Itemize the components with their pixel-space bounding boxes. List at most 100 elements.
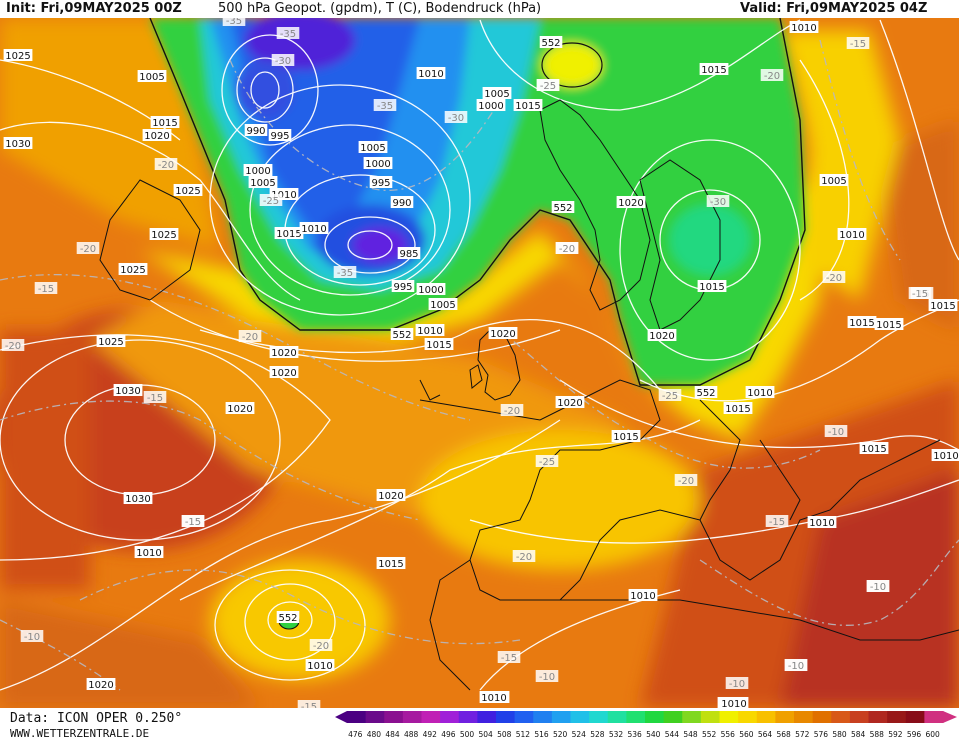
isotherm-label: -20 <box>76 242 100 255</box>
isotherm-label-box <box>536 79 560 91</box>
colorbar-swatch <box>477 711 497 723</box>
isotherm-label-text: -25 <box>539 457 555 468</box>
isobar-label: 1005 <box>358 141 388 154</box>
geopotential-label-text: 552 <box>392 330 411 341</box>
isobar-label: 1025 <box>149 228 179 241</box>
isobar-label-text: 1020 <box>271 348 296 359</box>
isotherm-label-box <box>20 630 44 642</box>
isotherm-label-box <box>444 111 468 123</box>
isotherm-label-text: -20 <box>516 552 532 563</box>
colorbar-legend: 476 480 484 488 492 496 500 504 508 512 516 520 524 5… <box>335 711 957 739</box>
isotherm-label-box <box>846 37 870 49</box>
colorbar-tick-label: 564 <box>758 730 773 739</box>
isobar-label-text: 1010 <box>839 230 864 241</box>
isotherm-label-box <box>1 339 25 351</box>
isobar-label-box <box>86 678 116 690</box>
isobar-label-text: 1005 <box>139 72 164 83</box>
colorbar-tick-label: 552 <box>702 730 717 739</box>
colorbar-tick-label: 500 <box>460 730 475 739</box>
colorbar-swatch <box>514 711 534 723</box>
colorbar-tick-label: 540 <box>646 730 661 739</box>
isobar-label-box <box>376 557 406 569</box>
isobar-label-box <box>723 402 753 414</box>
colorbar-tick-label: 560 <box>739 730 754 739</box>
colorbar-swatch <box>365 711 385 723</box>
isobar-label-box <box>719 697 749 708</box>
isotherm-label: -15 <box>297 700 321 708</box>
isobar-label-box <box>616 196 646 208</box>
colorbar-tick-label: 484 <box>385 730 400 739</box>
isobar-label-text: 1020 <box>557 398 582 409</box>
isobar-label-box <box>807 516 837 528</box>
colorbar-swatch <box>924 711 944 723</box>
isobar-label-box <box>390 196 414 208</box>
isobar-label-text: 1015 <box>725 404 750 415</box>
colorbar-tick-label: 572 <box>795 730 810 739</box>
colorbar-swatch <box>738 711 758 723</box>
isotherm-label-box <box>333 266 357 278</box>
isobar-label: 1015 <box>723 402 753 415</box>
isotherm-label-box <box>706 195 730 207</box>
isobar-label: 1010 <box>807 516 837 529</box>
isobar-label-text: 1005 <box>430 300 455 311</box>
isobar-label-text: 1020 <box>618 198 643 209</box>
isobar-label: 1030 <box>113 384 143 397</box>
isobar-label-box <box>123 492 153 504</box>
colorbar-swatch <box>570 711 590 723</box>
isobar-label-text: 1025 <box>98 337 123 348</box>
colorbar-swatch <box>626 711 646 723</box>
isobar-label: 1015 <box>699 63 729 76</box>
isobar-label: 1010 <box>931 449 959 462</box>
isotherm-label: -35 <box>373 99 397 112</box>
geopotential-label: 552 <box>390 328 414 341</box>
isotherm-label-text: -20 <box>80 244 96 255</box>
colorbar-swatch <box>887 711 907 723</box>
isotherm-label: -15 <box>34 282 58 295</box>
isotherm-label-box <box>181 515 205 527</box>
isotherm-label: -25 <box>536 79 560 92</box>
isobar-label: 1015 <box>150 116 180 129</box>
isobar-label: 1015 <box>513 99 543 112</box>
isobar-label-text: 1005 <box>821 176 846 187</box>
isotherm-label-box <box>222 18 246 26</box>
colorbar-swatch <box>384 711 404 723</box>
isobar-label-box <box>269 366 299 378</box>
isotherm-label-text: -35 <box>377 101 393 112</box>
isobar-label: 1015 <box>424 338 454 351</box>
valid-time-label: Valid: Fri,09MAY2025 04Z <box>740 1 928 16</box>
colorbar-swatch <box>421 711 441 723</box>
isobar-label-box <box>358 141 388 153</box>
isobar-label-box <box>3 49 33 61</box>
isotherm-label-box <box>238 330 262 342</box>
isotherm-label-text: -15 <box>301 702 317 708</box>
isobar-label-box <box>142 129 172 141</box>
isotherm-label-box <box>373 99 397 111</box>
data-source-label: Data: ICON OPER 0.250° <box>10 711 183 726</box>
isobar-label-box <box>150 116 180 128</box>
isobar-label-text: 1015 <box>378 559 403 570</box>
isobar-label-box <box>476 99 506 111</box>
isotherm-label-text: -15 <box>501 653 517 664</box>
isobar-label-text: 1000 <box>245 166 270 177</box>
geopotential-label-box <box>551 201 575 213</box>
isotherm-label: -10 <box>535 670 559 683</box>
init-time-label: Init: Fri,09MAY2025 00Z <box>6 1 182 16</box>
isobar-label-box <box>428 298 458 310</box>
isobar-label: 1030 <box>123 492 153 505</box>
isotherm-label-box <box>76 242 100 254</box>
isotherm-label-box <box>725 677 749 689</box>
colorbar-tick-label: 516 <box>534 730 549 739</box>
geopotential-label-box <box>390 328 414 340</box>
colorbar-swatch <box>533 711 553 723</box>
isobar-label-box <box>299 222 329 234</box>
isotherm-label: -20 <box>674 474 698 487</box>
colorbar-swatch <box>812 711 832 723</box>
isobar-label-box <box>3 137 33 149</box>
isobar-label-box <box>243 164 273 176</box>
isotherm-label: -15 <box>908 287 932 300</box>
geopotential-label-text: 552 <box>696 388 715 399</box>
isobar-label-text: 1030 <box>5 139 30 150</box>
isobar-label-text: 1020 <box>88 680 113 691</box>
geopotential-label-box <box>694 386 718 398</box>
isobar-label-text: 1030 <box>125 494 150 505</box>
